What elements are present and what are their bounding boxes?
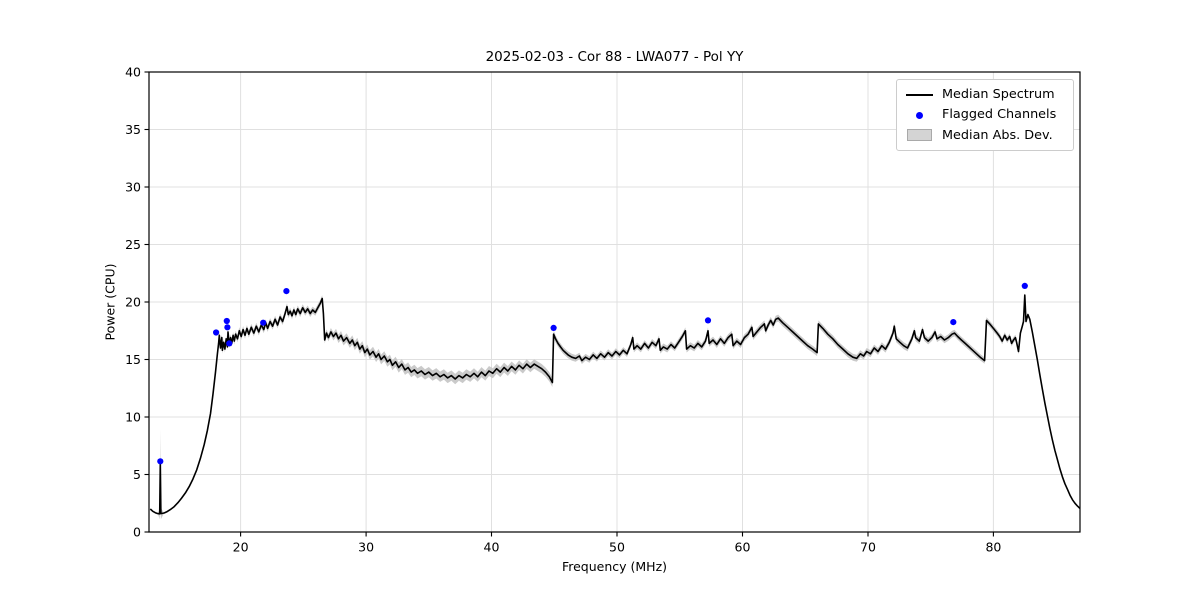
x-tick-label: 70 <box>860 540 876 555</box>
y-tick-label: 25 <box>125 237 141 252</box>
legend-label-median-abs-dev: Median Abs. Dev. <box>942 127 1053 143</box>
x-tick-label: 50 <box>609 540 625 555</box>
x-tick-label: 80 <box>985 540 1001 555</box>
y-tick-label: 15 <box>125 352 141 367</box>
y-tick-label: 10 <box>125 409 141 424</box>
flagged-channel-dot <box>213 329 220 336</box>
x-tick-label: 60 <box>735 540 751 555</box>
flagged-channel-dot <box>226 340 233 347</box>
plot-title: 2025-02-03 - Cor 88 - LWA077 - Pol YY <box>485 49 744 65</box>
legend-patch-swatch <box>906 129 933 142</box>
y-tick-label: 35 <box>125 122 141 137</box>
x-tick-label: 20 <box>233 540 249 555</box>
legend-item-median-abs-dev: Median Abs. Dev. <box>906 128 1064 143</box>
legend-item-median-spectrum: Median Spectrum <box>906 87 1064 102</box>
flagged-channel-dot <box>550 324 557 331</box>
y-tick-label: 30 <box>125 179 141 194</box>
median-spectrum-line <box>149 294 1081 515</box>
legend-line-swatch <box>906 93 933 96</box>
legend-item-flagged-channels: Flagged Channels <box>906 107 1064 122</box>
legend-label-flagged-channels: Flagged Channels <box>942 107 1057 123</box>
x-tick-label: 30 <box>358 540 374 555</box>
y-tick-label: 20 <box>125 294 141 309</box>
x-axis-label: Frequency (MHz) <box>561 559 668 574</box>
y-tick-label: 5 <box>133 467 141 482</box>
legend: Median Spectrum Flagged Channels Median … <box>896 79 1074 152</box>
flagged-channel-dot <box>283 288 290 295</box>
flagged-channel-dot <box>224 324 231 331</box>
flagged-channel-dot <box>950 319 957 326</box>
legend-label-median-spectrum: Median Spectrum <box>942 87 1055 102</box>
flagged-channel-dot <box>1021 282 1028 289</box>
y-tick-label: 40 <box>125 64 141 79</box>
flagged-channel-dot <box>704 317 712 324</box>
y-axis-label: Power (CPU) <box>102 263 118 341</box>
x-tick-label: 40 <box>484 540 500 555</box>
flagged-channel-dot <box>223 317 230 325</box>
y-tick-label: 0 <box>133 524 141 539</box>
flagged-channel-dot <box>260 319 267 326</box>
mad-band <box>150 292 1081 520</box>
flagged-channel-dot <box>157 458 164 465</box>
legend-dot-swatch <box>906 111 933 119</box>
